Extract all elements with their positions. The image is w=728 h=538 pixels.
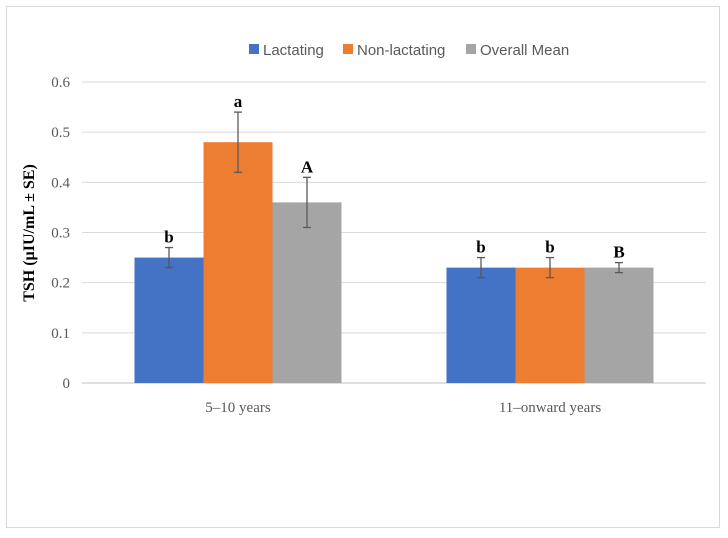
y-axis-ticks: 0 0.1 0.2 0.3 0.4 0.5 0.6: [51, 75, 70, 392]
y-tick-label: 0.6: [51, 75, 70, 91]
bar: [203, 142, 273, 383]
x-category-label: 5–10 years: [205, 400, 271, 416]
y-tick-label: 0.2: [51, 276, 70, 292]
significance-letter: b: [545, 238, 554, 257]
y-tick-label: 0.4: [51, 175, 70, 191]
bar: [134, 257, 204, 383]
legend-swatch: [249, 44, 259, 54]
legend: Lactating Non-lactating Overall Mean: [249, 42, 569, 59]
y-tick-label: 0.3: [51, 226, 70, 242]
significance-letter: B: [613, 243, 624, 262]
significance-labels: b a Ab b B: [164, 92, 624, 262]
significance-letter: a: [234, 92, 243, 111]
error-bars: [165, 111, 623, 279]
legend-swatch: [466, 44, 476, 54]
bars: [134, 142, 654, 383]
legend-label: Overall Mean: [480, 42, 569, 59]
y-tick-label: 0.1: [51, 326, 70, 342]
y-axis-label: TSH (µIU/mL ± SE): [21, 164, 38, 302]
x-category-label: 11–onward years: [499, 400, 601, 416]
chart-frame: [6, 6, 720, 528]
y-tick-label: 0.5: [51, 125, 70, 141]
significance-letter: A: [301, 157, 314, 176]
significance-letter: b: [476, 238, 485, 257]
bar: [515, 267, 585, 383]
bar: [584, 267, 654, 383]
legend-swatch: [343, 44, 353, 54]
legend-label: Non-lactating: [357, 42, 445, 59]
legend-label: Lactating: [263, 42, 324, 59]
bar: [446, 267, 516, 383]
y-tick-label: 0: [63, 376, 71, 392]
bar: [272, 202, 342, 383]
significance-letter: b: [164, 228, 173, 247]
x-axis-categories: 5–10 years 11–onward years: [205, 400, 601, 416]
